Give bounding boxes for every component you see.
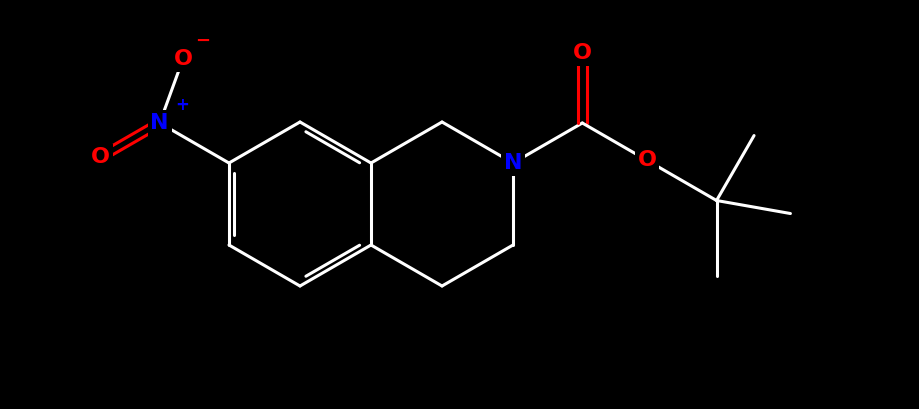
Text: O: O <box>91 147 110 167</box>
Text: O: O <box>573 43 592 63</box>
Text: −: − <box>196 32 210 50</box>
Text: O: O <box>174 49 192 69</box>
Text: N: N <box>504 153 522 173</box>
Text: O: O <box>638 151 657 171</box>
Text: N: N <box>151 113 169 133</box>
Text: +: + <box>175 96 188 114</box>
